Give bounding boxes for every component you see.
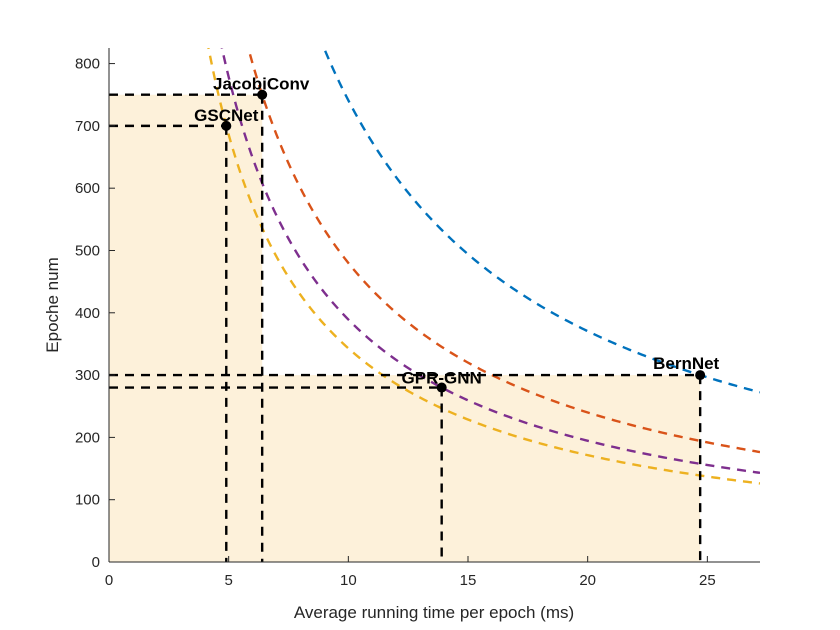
- y-tick-label: 0: [92, 554, 100, 571]
- x-axis-title: Average running time per epoch (ms): [294, 603, 574, 622]
- point-label-jacobiconv: JacobiConv: [213, 75, 310, 94]
- data-points: JacobiConv GSCNet GPR-GNN BernNet: [194, 75, 720, 393]
- point-label-gscnet: GSCNet: [194, 106, 259, 125]
- axes: 0 5 10 15 20 25 0 100 200 300 400 500 600 700 800: [75, 48, 760, 589]
- x-tick-label: 5: [224, 572, 232, 589]
- iso-curve-4: [207, 48, 760, 485]
- x-tick-label: 10: [340, 572, 357, 589]
- point-gpr-gnn: [436, 382, 447, 393]
- point-gscnet: [221, 120, 232, 131]
- iso-curve-3: [220, 48, 760, 475]
- iso-curve-1: [322, 48, 760, 394]
- x-tick-label: 0: [105, 572, 113, 589]
- y-axis-title: Epoche num: [43, 257, 62, 352]
- y-tick-label: 800: [75, 56, 100, 73]
- y-tick-label: 500: [75, 242, 100, 259]
- iso-curve-2: [247, 48, 760, 454]
- x-tick-label: 20: [579, 572, 596, 589]
- y-tick-label: 400: [75, 305, 100, 322]
- point-label-gpr-gnn: GPR-GNN: [402, 369, 482, 388]
- shade-bernnet: [109, 375, 701, 562]
- y-tick-label: 200: [75, 429, 100, 446]
- y-tick-label: 700: [75, 118, 100, 135]
- y-tick-label: 100: [75, 492, 100, 509]
- iso-curves: [207, 48, 760, 485]
- point-bernnet: [695, 370, 706, 381]
- x-tick-label: 15: [460, 572, 477, 589]
- y-tick-label: 300: [75, 367, 100, 384]
- shaded-regions: [109, 94, 701, 562]
- x-tick-label: 25: [699, 572, 716, 589]
- guide-lines: [109, 93, 702, 562]
- point-jacobiconv: [257, 89, 268, 100]
- point-label-bernnet: BernNet: [653, 354, 719, 373]
- y-tick-label: 600: [75, 180, 100, 197]
